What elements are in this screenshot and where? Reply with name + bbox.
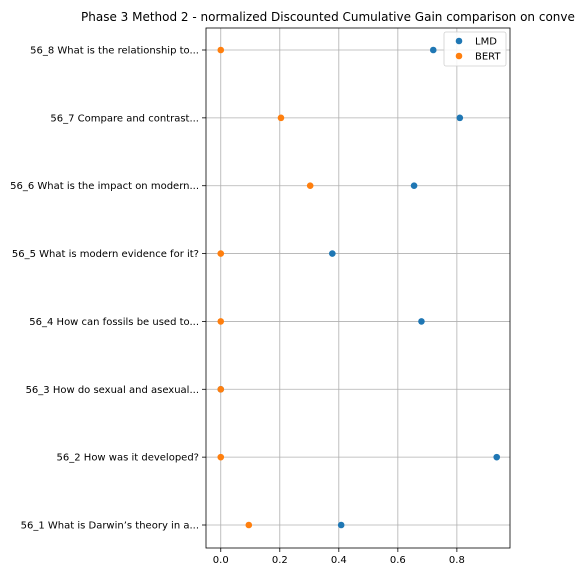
y-tick-label: 56_4 How can fossils be used to... [29,317,199,328]
legend-label-bert: BERT [475,52,501,63]
chart-title: Phase 3 Method 2 - normalized Discounted… [81,10,575,24]
point-lmd [493,453,501,461]
y-tick-label: 56_3 How do sexual and asexual... [26,385,199,396]
point-bert [217,385,225,393]
point-bert [217,453,225,461]
point-bert [217,250,225,257]
plot-frame [205,27,511,549]
x-axis: 0.0 0.2 0.4 0.6 0.8 [213,548,465,566]
point-lmd [429,46,437,54]
x-tick-label: 0.4 [331,555,347,566]
point-lmd [329,250,336,257]
y-tick-label: 56_6 What is the impact on modern... [10,181,199,192]
point-bert [306,182,314,190]
legend-marker-lmd [455,37,463,45]
point-lmd [418,318,425,325]
legend-marker-bert [455,52,463,60]
y-tick-label: 56_1 What is Darwin’s theory in a... [21,521,199,532]
y-tick-label: 56_7 Compare and contrast... [50,113,199,124]
x-tick-label: 0.2 [272,555,288,566]
point-lmd [337,521,345,529]
y-tick-label: 56_2 How was it developed? [57,453,199,464]
legend: LMD BERT [443,31,507,67]
x-tick-label: 0.6 [390,555,406,566]
y-tick-label: 56_8 What is the relationship to... [30,46,199,57]
legend-label-lmd: LMD [475,37,497,48]
point-bert [217,46,225,54]
x-tick-label: 0.8 [449,555,465,566]
data-points [217,46,501,529]
x-tick-label: 0.0 [213,555,229,566]
y-axis: 56_8 What is the relationship to... 56_7 … [10,46,206,532]
point-lmd [410,182,418,190]
y-tick-label: 56_5 What is modern evidence for it? [12,249,199,260]
point-bert [277,114,285,122]
grid [206,28,510,548]
point-lmd [456,114,464,122]
point-bert [217,318,225,325]
point-bert [245,521,253,529]
